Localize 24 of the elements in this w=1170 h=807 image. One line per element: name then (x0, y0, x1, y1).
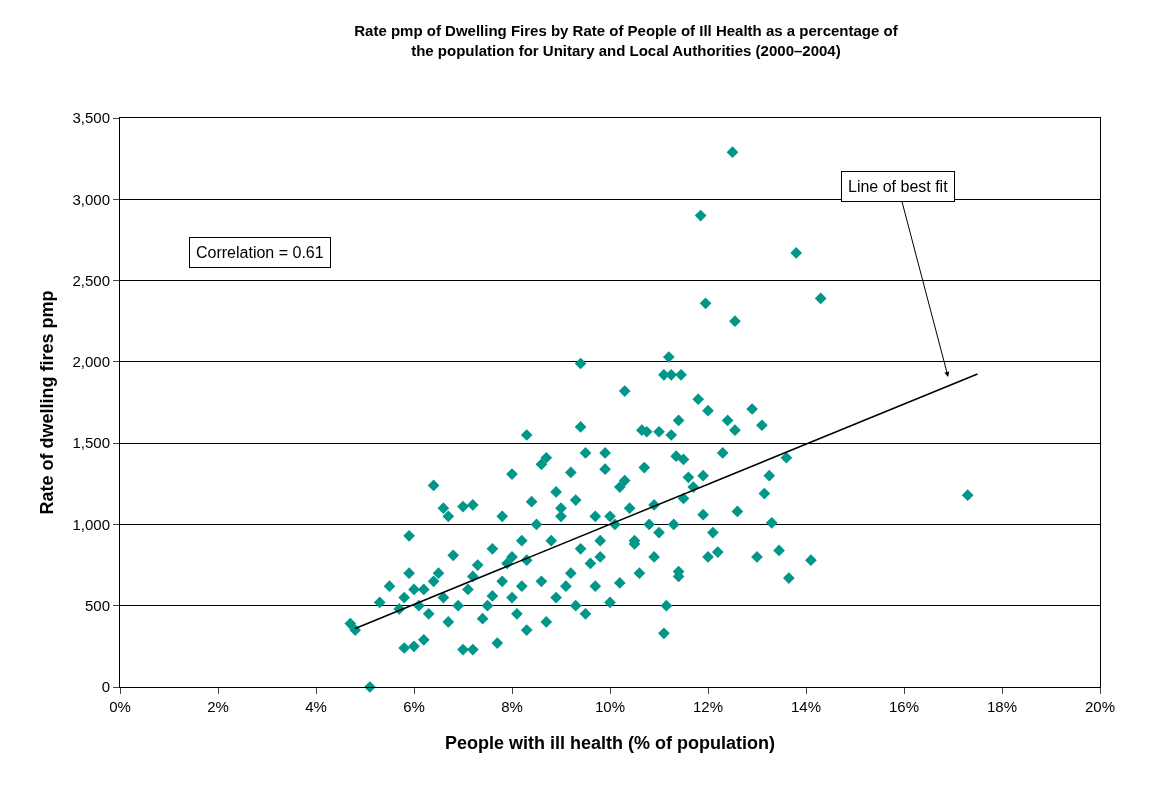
chart-title: Rate pmp of Dwelling Fires by Rate of People of Ill Health as a percentage of the population for Unitary and Local Authorities (2000–2004) (354, 22, 899, 59)
x-tick-label: 0% (109, 698, 131, 715)
y-tick-label: 2,000 (72, 353, 110, 371)
x-tick-label: 14% (790, 698, 822, 715)
annotation: Line of best fit (848, 178, 949, 195)
x-axis-title: People with ill health (% of population) (445, 733, 775, 754)
x-tick-label: 4% (305, 698, 327, 715)
x-tick-label: 16% (888, 698, 920, 715)
y-tick-label: 2,500 (72, 271, 110, 289)
x-tick-label: 18% (986, 698, 1018, 715)
y-tick-label: 3,500 (72, 109, 110, 127)
y-tick-label: 1,500 (72, 434, 110, 452)
x-tick-label: 8% (501, 698, 523, 715)
y-tick-label: 0 (101, 678, 110, 696)
annotation: Correlation = 0.61 (196, 244, 324, 261)
y-axis-title: Rate of dwelling fires pmp (36, 290, 57, 515)
y-tick-label: 500 (84, 596, 110, 614)
x-tick-label: 2% (207, 698, 229, 715)
x-tick-label: 12% (692, 698, 724, 715)
y-tick-label: 1,000 (72, 515, 110, 533)
x-tick-label: 20% (1084, 698, 1116, 715)
x-tick-label: 6% (403, 698, 425, 715)
x-tick-label: 10% (594, 698, 626, 715)
y-tick-label: 3,000 (72, 190, 110, 208)
